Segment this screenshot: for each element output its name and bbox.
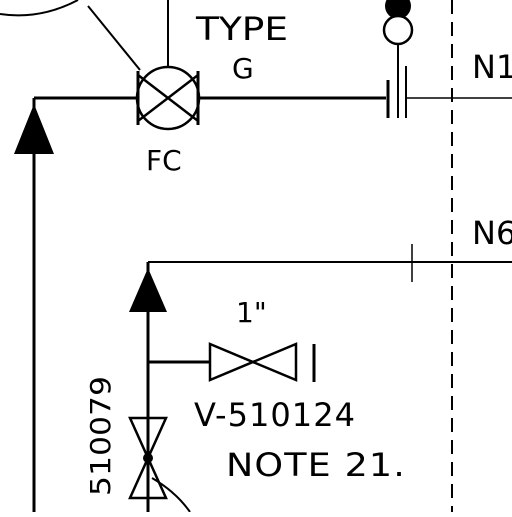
flow-arrow-up-icon: [14, 104, 54, 154]
label-fail-closed: FC: [146, 144, 182, 177]
pressure-gauge-icon: [382, 0, 414, 66]
flange-icon: [386, 66, 407, 118]
label-vertical-tag: 510079: [84, 376, 117, 496]
label-valve-tag: V-510124: [194, 396, 356, 434]
control-valve-icon: [135, 65, 201, 131]
label-valve-size: 1": [236, 296, 267, 329]
instrument-bubble-arc: [0, 0, 79, 17]
label-note: NOTE 21.: [226, 446, 406, 484]
label-line-n1: N1: [472, 48, 512, 86]
label-type-letter: G: [232, 52, 254, 85]
gate-valve-vertical-icon: [128, 416, 168, 500]
flow-arrow-up-icon-2: [129, 268, 167, 312]
tag-leader-curve: [151, 477, 191, 513]
actuator-signal-line: [87, 5, 141, 71]
label-line-n6: N6: [472, 214, 512, 252]
gate-valve-icon: [208, 342, 298, 382]
label-type: TYPE: [195, 10, 288, 48]
